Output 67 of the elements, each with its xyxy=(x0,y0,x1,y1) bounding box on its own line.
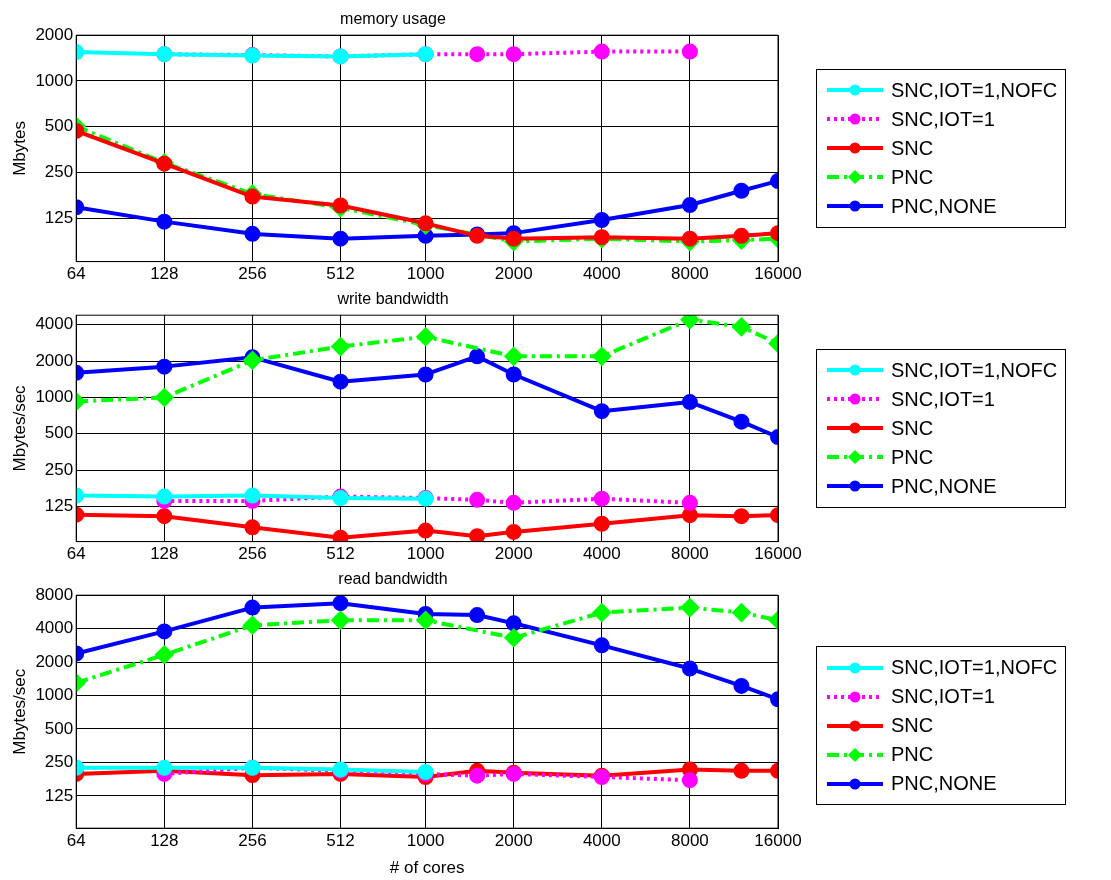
x-tick-label: 256 xyxy=(238,264,267,284)
x-tick-label: 512 xyxy=(326,544,355,564)
x-tick-label: 256 xyxy=(238,831,267,851)
x-axis-title: # of cores xyxy=(389,858,465,878)
x-tick-label: 64 xyxy=(66,264,86,284)
x-tick-label: 16000 xyxy=(754,544,802,564)
x-tick-label: 8000 xyxy=(670,544,709,564)
chart-title: memory usage xyxy=(340,10,447,28)
y-tick-label: 125 xyxy=(44,785,74,805)
y-tick-label: 2000 xyxy=(35,24,74,44)
x-tick-label: 16000 xyxy=(754,264,802,284)
legend-label: PNC xyxy=(891,743,934,766)
legend-label: SNC,IOT=1 xyxy=(891,387,995,411)
x-tick-label: 4000 xyxy=(582,544,621,564)
x-tick-label: 128 xyxy=(150,544,179,564)
legend-label: PNC,NONE xyxy=(891,474,997,498)
x-tick-label: 128 xyxy=(150,831,179,851)
legend-label: SNC xyxy=(891,416,934,440)
x-tick-label: 2000 xyxy=(494,264,533,284)
y-tick-label: 500 xyxy=(44,116,74,136)
chart-title: write bandwidth xyxy=(336,290,449,308)
y-tick-label: 250 xyxy=(44,459,74,479)
x-tick-label: 512 xyxy=(326,264,355,284)
x-tick-label: 4000 xyxy=(582,264,621,284)
y-axis-title: Mbytes xyxy=(9,121,29,176)
y-tick-label: 125 xyxy=(44,208,74,228)
x-tick-label: 128 xyxy=(150,264,179,284)
y-tick-label: 250 xyxy=(44,162,74,182)
x-tick-label: 2000 xyxy=(494,544,533,564)
legend-label: PNC,NONE xyxy=(891,194,997,218)
y-tick-label: 125 xyxy=(44,496,74,516)
legend-label: SNC,IOT=1,NOFC xyxy=(891,656,1058,679)
x-tick-label: 16000 xyxy=(754,831,802,851)
legend-label: PNC xyxy=(891,165,934,189)
y-tick-label: 500 xyxy=(44,718,74,738)
legend-label: PNC,NONE xyxy=(891,772,997,795)
y-axis-title: Mbytes/sec xyxy=(9,384,29,472)
y-tick-label: 4000 xyxy=(35,618,74,638)
y-tick-label: 1000 xyxy=(35,70,74,90)
legend-label: PNC xyxy=(891,445,934,469)
chart-title: read bandwidth xyxy=(338,570,448,588)
legend-label: SNC xyxy=(891,136,934,160)
x-tick-label: 8000 xyxy=(670,264,709,284)
x-tick-label: 4000 xyxy=(582,831,621,851)
y-tick-label: 2000 xyxy=(35,350,74,370)
y-tick-label: 1000 xyxy=(35,387,74,407)
x-tick-label: 1000 xyxy=(406,831,445,851)
y-axis-title: Mbytes/sec xyxy=(9,668,29,755)
x-tick-label: 1000 xyxy=(406,544,445,564)
x-tick-label: 1000 xyxy=(406,264,445,284)
y-tick-label: 2000 xyxy=(35,651,74,671)
x-tick-label: 512 xyxy=(326,831,355,851)
x-tick-label: 8000 xyxy=(670,831,709,851)
legend-label: SNC,IOT=1 xyxy=(891,107,995,131)
x-tick-label: 256 xyxy=(238,544,267,564)
x-tick-label: 64 xyxy=(66,831,86,851)
legend-label: SNC xyxy=(891,714,934,737)
x-tick-label: 64 xyxy=(66,544,86,564)
y-tick-label: 4000 xyxy=(35,314,74,334)
legend-label: SNC,IOT=1,NOFC xyxy=(891,78,1058,102)
legend-label: SNC,IOT=1,NOFC xyxy=(891,358,1058,382)
y-tick-label: 1000 xyxy=(35,685,74,705)
y-tick-label: 250 xyxy=(44,752,74,772)
y-tick-label: 500 xyxy=(44,423,74,443)
x-tick-label: 2000 xyxy=(494,831,533,851)
y-tick-label: 8000 xyxy=(35,584,74,604)
legend-label: SNC,IOT=1 xyxy=(891,685,995,708)
